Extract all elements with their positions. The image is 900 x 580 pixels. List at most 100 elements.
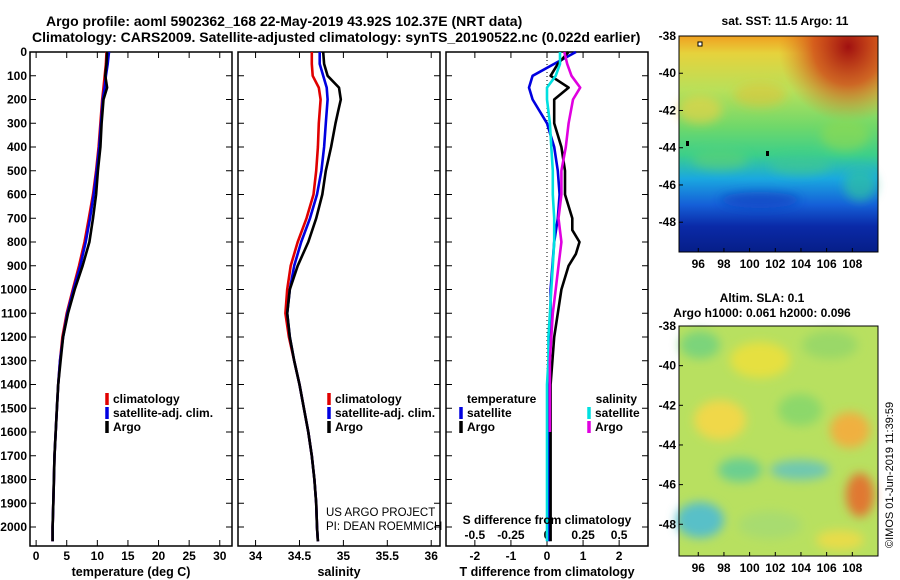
- figure-title-line2: Climatology: CARS2009. Satellite-adjuste…: [32, 29, 640, 45]
- legend-argo-label: Argo: [595, 420, 623, 434]
- map-x-tick-label: 98: [717, 561, 731, 575]
- sst-argo-marker: [697, 41, 703, 47]
- secondary-x-tick-label: -0.25: [497, 528, 525, 542]
- difference-temperature-legend: temperature satellite Argo: [459, 392, 537, 434]
- sst-map-axes: 96 98 100 102 104 106 108 -38 -40 -42 -44 -46 -48: [659, 29, 863, 271]
- temperature-x-axis: 0 5 10 15 20 25 30: [33, 52, 227, 563]
- map-x-tick-label: 108: [842, 257, 862, 271]
- map-y-tick-label: -40: [659, 66, 677, 80]
- x-tick-label: 34.5: [288, 549, 312, 563]
- depth-tick-label: 200: [7, 93, 27, 107]
- temperature-xlabel: temperature (deg C): [72, 565, 191, 579]
- salinity-difference-x-axis: -0.5 -0.25 0 0.25 0.5: [465, 528, 628, 542]
- depth-tick-label: 1200: [0, 330, 27, 344]
- sst-map-frame: [678, 35, 879, 253]
- x-tick-label: 5: [63, 549, 70, 563]
- secondary-x-tick-label: 0.5: [611, 528, 628, 542]
- x-tick-label: 25: [182, 549, 196, 563]
- series-line-climatology: [284, 52, 322, 542]
- sla-map-frame: [678, 325, 879, 557]
- depth-tick-label: 1100: [1, 306, 27, 320]
- secondary-x-tick-label: 0.25: [571, 528, 595, 542]
- series-line-climatology: [51, 51, 108, 542]
- difference-secondary-xlabel: S difference from climatology: [463, 513, 632, 527]
- map-x-tick-label: 104: [791, 561, 811, 575]
- sst-map-texture: [678, 83, 876, 208]
- map-x-tick-label: 102: [765, 257, 785, 271]
- depth-tick-label: 400: [7, 140, 27, 154]
- map-x-tick-label: 100: [740, 561, 760, 575]
- map-y-tick-label: -42: [659, 398, 677, 412]
- depth-tick-label: 600: [7, 188, 27, 202]
- map-y-tick-label: -38: [659, 29, 677, 43]
- x-tick-label: -1: [506, 549, 517, 563]
- map-x-tick-label: 100: [740, 257, 760, 271]
- legend-argo-label: Argo: [113, 420, 141, 434]
- depth-tick-label: 900: [7, 259, 27, 273]
- pi-annotation: PI: DEAN ROEMMICH: [326, 521, 442, 533]
- x-tick-label: 36: [425, 549, 439, 563]
- difference-xlabel: T difference from climatology: [459, 565, 634, 579]
- map-y-tick-label: -44: [659, 141, 677, 155]
- x-tick-label: 35.5: [376, 549, 400, 563]
- series-line-salinity-argo: [548, 51, 582, 432]
- x-tick-label: 1: [580, 549, 587, 563]
- depth-tick-label: 700: [7, 211, 27, 225]
- legend-satellite-label: satellite: [595, 406, 640, 420]
- sla-map-texture: [676, 331, 874, 550]
- depth-tick-label: 1000: [0, 283, 27, 297]
- legend-satellite-label: satellite-adj. clim.: [113, 406, 213, 420]
- sst-float-marker-2: [686, 141, 689, 146]
- depth-tick-label: 1600: [0, 425, 27, 439]
- series-line-temperature-argo: [549, 51, 581, 542]
- series-line-argo: [51, 51, 109, 542]
- map-x-tick-label: 98: [717, 257, 731, 271]
- legend-temperature-title: temperature: [467, 392, 537, 406]
- sla-map-title-line1: Altim. SLA: 0.1: [720, 291, 805, 305]
- depth-tick-label: 300: [7, 116, 27, 130]
- figure-title-line1: Argo profile: aoml 5902362_168 22-May-20…: [46, 13, 522, 29]
- x-tick-label: 0: [544, 549, 551, 563]
- legend-argo-label: Argo: [335, 420, 363, 434]
- x-tick-label: 10: [91, 549, 105, 563]
- map-y-tick-label: -44: [659, 438, 677, 452]
- depth-axis: 0 100 200 300 400 500 600 700 800 900 1000 1100 1200…: [0, 45, 648, 534]
- x-tick-label: 0: [33, 549, 40, 563]
- temperature-legend: climatology satellite-adj. clim. Argo: [105, 392, 213, 434]
- map-y-tick-label: -46: [659, 478, 677, 492]
- salinity-panel-frame: [237, 51, 441, 547]
- map-x-tick-label: 96: [692, 257, 706, 271]
- x-tick-label: 34: [249, 549, 263, 563]
- depth-tick-label: 0: [20, 45, 27, 59]
- depth-tick-label: 100: [7, 69, 27, 83]
- legend-climatology-label: climatology: [335, 392, 402, 406]
- map-x-tick-label: 104: [791, 257, 811, 271]
- difference-series: [527, 50, 582, 542]
- map-y-tick-label: -42: [659, 103, 677, 117]
- depth-tick-label: 1500: [0, 401, 27, 415]
- temperature-series: [51, 51, 111, 542]
- temperature-panel-frame: [29, 51, 233, 547]
- sla-map: [676, 325, 879, 557]
- difference-salinity-legend: salinity satellite Argo: [587, 392, 640, 434]
- legend-satellite-label: satellite: [467, 406, 512, 420]
- secondary-x-tick-label: -0.5: [465, 528, 486, 542]
- map-y-tick-label: -38: [659, 319, 677, 333]
- sla-map-title-line2: Argo h1000: 0.061 h2000: 0.096: [673, 306, 851, 320]
- x-tick-label: 20: [152, 549, 166, 563]
- depth-tick-label: 800: [7, 235, 27, 249]
- map-x-tick-label: 96: [692, 561, 706, 575]
- salinity-legend: climatology satellite-adj. clim. Argo: [327, 392, 435, 434]
- depth-tick-label: 1400: [0, 378, 27, 392]
- sst-map-title: sat. SST: 11.5 Argo: 11: [722, 14, 849, 28]
- map-x-tick-label: 106: [817, 257, 837, 271]
- legend-salinity-title: salinity: [596, 392, 638, 406]
- depth-tick-label: 500: [7, 164, 27, 178]
- x-tick-label: 2: [616, 549, 623, 563]
- depth-tick-label: 1300: [0, 354, 27, 368]
- depth-tick-label: 1900: [0, 496, 27, 510]
- sla-map-axes: 96 98 100 102 104 106 108 -38 -40 -42 -44 -46 -48: [659, 319, 863, 575]
- project-annotation: US ARGO PROJECT: [326, 507, 435, 519]
- legend-argo-label: Argo: [467, 420, 495, 434]
